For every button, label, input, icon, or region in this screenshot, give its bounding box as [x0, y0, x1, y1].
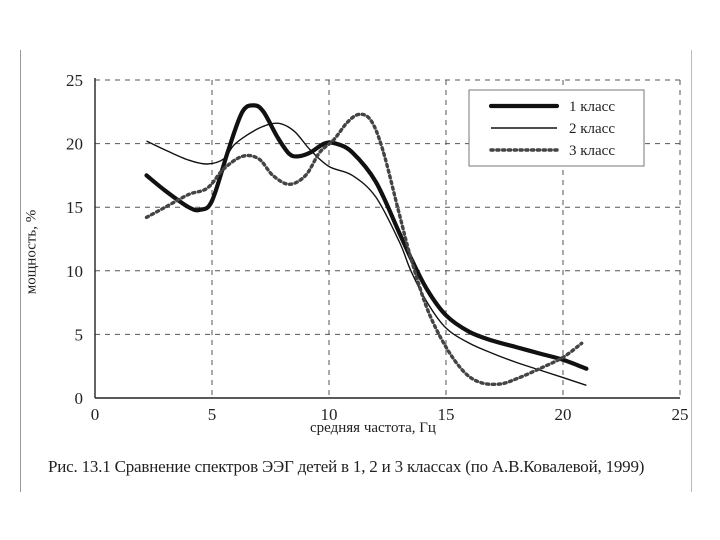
tick-labels: 0 5 10 15 20 25 0 5 10 15 20 25: [66, 71, 689, 424]
y-tick-label-5: 5: [75, 325, 84, 344]
series-lines: [144, 103, 589, 387]
x-tick-label-25: 25: [672, 405, 689, 424]
axes: [94, 78, 680, 399]
x-tick-label-10: 10: [321, 405, 338, 424]
y-axis-label: мощность, %: [23, 209, 40, 295]
x-tick-label-0: 0: [91, 405, 100, 424]
series-line-1: [144, 103, 589, 371]
legend-label-2: 2 класс: [569, 121, 615, 137]
y-tick-label-15: 15: [66, 198, 83, 217]
series-line-2: [146, 122, 587, 386]
figure-frame: [20, 50, 692, 492]
y-tick-label-20: 20: [66, 135, 83, 154]
legend-label-1: 1 класс: [569, 99, 615, 115]
figure-caption: Рис. 13.1 Сравнение спектров ЭЭГ детей в…: [48, 457, 645, 476]
y-tick-label-25: 25: [66, 71, 83, 90]
x-tick-label-5: 5: [208, 405, 217, 424]
series-line-3: [144, 112, 584, 387]
y-tick-label-0: 0: [75, 389, 84, 408]
y-tick-label-10: 10: [66, 262, 83, 281]
x-axis-label: средняя частота, Гц: [310, 420, 436, 436]
legend-label-3: 3 класс: [569, 143, 615, 159]
x-tick-label-15: 15: [438, 405, 455, 424]
x-tick-label-20: 20: [555, 405, 572, 424]
legend: 1 класс 2 класс 3 класс: [468, 89, 645, 167]
